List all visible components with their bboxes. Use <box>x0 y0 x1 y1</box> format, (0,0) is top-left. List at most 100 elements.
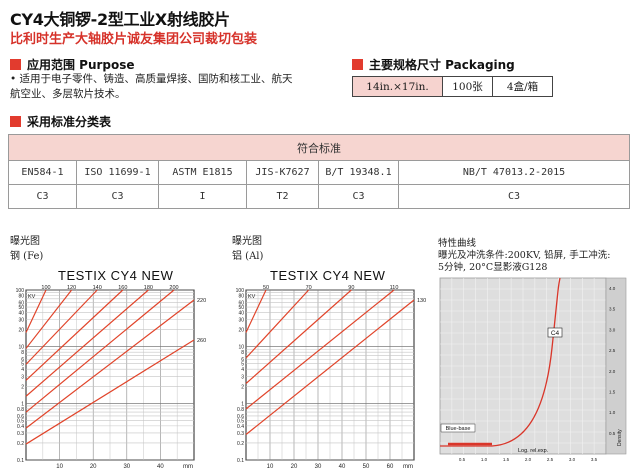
curve-x-tick: 1.0 <box>481 457 488 462</box>
al-caption-1: 曝光图 <box>232 236 262 247</box>
al-y-tick: 1 <box>241 401 244 407</box>
al-x-tick: 30 <box>315 464 322 470</box>
curve-y-tick: 4.0 <box>609 286 616 291</box>
al-y-tick: 2 <box>241 384 244 390</box>
curve-x-tick: 2.5 <box>547 457 554 462</box>
fe-kv-line <box>25 289 124 381</box>
fe-y-tick: 0.4 <box>17 424 24 430</box>
al-y-tick: 5 <box>241 362 244 368</box>
log-exp-label: Log. rel.exp. <box>518 448 549 454</box>
red-square-icon <box>352 59 363 70</box>
al-exposure-chart: 1008060504030201086543210.80.60.50.40.30… <box>236 285 427 470</box>
standards-heading: 采用标准分类表 <box>10 113 111 130</box>
curve-y-tick: 3.0 <box>609 327 616 332</box>
curve-heading: 特性曲线 <box>438 238 477 249</box>
fe-y-tick: 40 <box>18 311 24 317</box>
al-y-tick: 8 <box>241 350 244 356</box>
al-y-tick: 30 <box>238 318 244 324</box>
fe-y-tick: 5 <box>21 362 24 368</box>
standard-name: B/T 19348.1 <box>318 160 399 185</box>
fe-kv-line <box>25 289 73 349</box>
al-kv-top-tick: 90 <box>348 285 354 291</box>
fe-y-tick: 0.5 <box>17 418 24 424</box>
curve-caption: 特性曲线 曝光及冲洗条件:200KV, 铅屏, 手工冲洗: 5分钟, 20°C显… <box>438 238 610 274</box>
al-x-tick: 40 <box>339 464 346 470</box>
fe-y-tick: 50 <box>18 305 24 311</box>
curve-y-tick: 1.0 <box>609 410 616 415</box>
packaging-heading-text: 主要规格尺寸 Packaging <box>369 58 515 72</box>
al-kv-top-tick: 50 <box>263 285 269 291</box>
al-kv-line <box>245 289 352 384</box>
curve-x-tick: 2.0 <box>525 457 532 462</box>
al-kv-line <box>245 289 267 333</box>
fe-caption-1: 曝光图 <box>10 236 40 247</box>
density-label: Density <box>617 429 623 446</box>
red-square-icon <box>10 59 21 70</box>
fe-caption: 曝光图 钢 (Fe) <box>10 234 43 264</box>
fe-chart-title: TESTIX CY4 NEW <box>58 268 174 283</box>
curve-x-tick: 0.5 <box>459 457 466 462</box>
fe-caption-2: 钢 (Fe) <box>10 251 44 262</box>
fe-kv-label: KV <box>28 294 36 300</box>
fe-kv-right-tick: 260 <box>197 338 206 344</box>
curve-cond-2: 5分钟, 20°C显影液G128 <box>438 262 548 273</box>
curve-y-tick: 1.5 <box>609 390 616 395</box>
fe-y-tick: 20 <box>18 328 24 334</box>
fe-kv-line <box>25 299 195 429</box>
al-y-tick: 80 <box>238 293 244 299</box>
curve-x-tick: 1.5 <box>503 457 510 462</box>
al-y-tick: 60 <box>238 301 244 307</box>
c4-label: C4 <box>551 330 560 337</box>
fe-kv-top-tick: 140 <box>93 285 102 291</box>
al-chart-title: TESTIX CY4 NEW <box>270 268 386 283</box>
al-unit-label: mm <box>403 464 413 470</box>
fe-y-tick: 0.3 <box>17 431 24 437</box>
al-y-tick: 0.3 <box>237 431 244 437</box>
al-y-tick: 0.5 <box>237 418 244 424</box>
fe-kv-top-tick: 120 <box>67 285 76 291</box>
curve-cond-1: 曝光及冲洗条件:200KV, 铅屏, 手工冲洗: <box>438 250 611 261</box>
al-y-tick: 6 <box>241 357 244 363</box>
fe-kv-top-tick: 100 <box>41 285 50 291</box>
fe-y-tick: 1 <box>21 401 24 407</box>
fe-kv-line <box>25 289 175 413</box>
packaging-count: 100张 <box>442 76 493 97</box>
standard-name: ISO 11699-1 <box>76 160 159 185</box>
fe-y-tick: 0.8 <box>17 407 24 413</box>
al-kv-line <box>245 299 415 435</box>
al-y-tick: 100 <box>236 288 245 294</box>
curve-y-tick: 3.5 <box>609 307 616 312</box>
fe-y-tick: 0.2 <box>17 441 24 447</box>
al-x-tick: 20 <box>291 464 298 470</box>
packaging-heading: 主要规格尺寸 Packaging <box>352 56 515 73</box>
standard-class: C3 <box>8 184 77 209</box>
blue-base-box <box>440 423 476 433</box>
fe-y-tick: 10 <box>18 345 24 351</box>
al-x-tick: 60 <box>387 464 394 470</box>
curve-y-tick: 2.5 <box>609 348 616 353</box>
fe-y-tick: 0.6 <box>17 414 24 420</box>
standards-heading-text: 采用标准分类表 <box>27 115 112 129</box>
fe-kv-line <box>25 289 47 333</box>
fe-y-tick: 2 <box>21 384 24 390</box>
al-y-tick: 0.6 <box>237 414 244 420</box>
fe-x-tick: 20 <box>90 464 97 470</box>
al-y-tick: 50 <box>238 305 244 311</box>
standards-table-title: 符合标准 <box>8 134 630 161</box>
al-kv-line <box>245 289 310 359</box>
standard-name: ASTM E1815 <box>158 160 247 185</box>
al-caption: 曝光图 铝 (Al) <box>232 234 263 264</box>
purpose-line-2: 航空业、多层软片技术。 <box>10 88 126 100</box>
fe-y-tick: 60 <box>18 301 24 307</box>
fe-y-tick: 3 <box>21 374 24 380</box>
al-y-tick: 3 <box>241 374 244 380</box>
standard-class: T2 <box>246 184 319 209</box>
blue-base-label: Blue-base <box>446 426 471 432</box>
packaging-box: 4盒/箱 <box>492 76 553 97</box>
fe-kv-top-tick: 160 <box>118 285 127 291</box>
standard-name: EN584-1 <box>8 160 77 185</box>
al-x-tick: 10 <box>267 464 274 470</box>
fe-x-tick: 40 <box>157 464 164 470</box>
al-y-tick: 0.8 <box>237 407 244 413</box>
curve-y-axis-panel <box>605 277 627 455</box>
